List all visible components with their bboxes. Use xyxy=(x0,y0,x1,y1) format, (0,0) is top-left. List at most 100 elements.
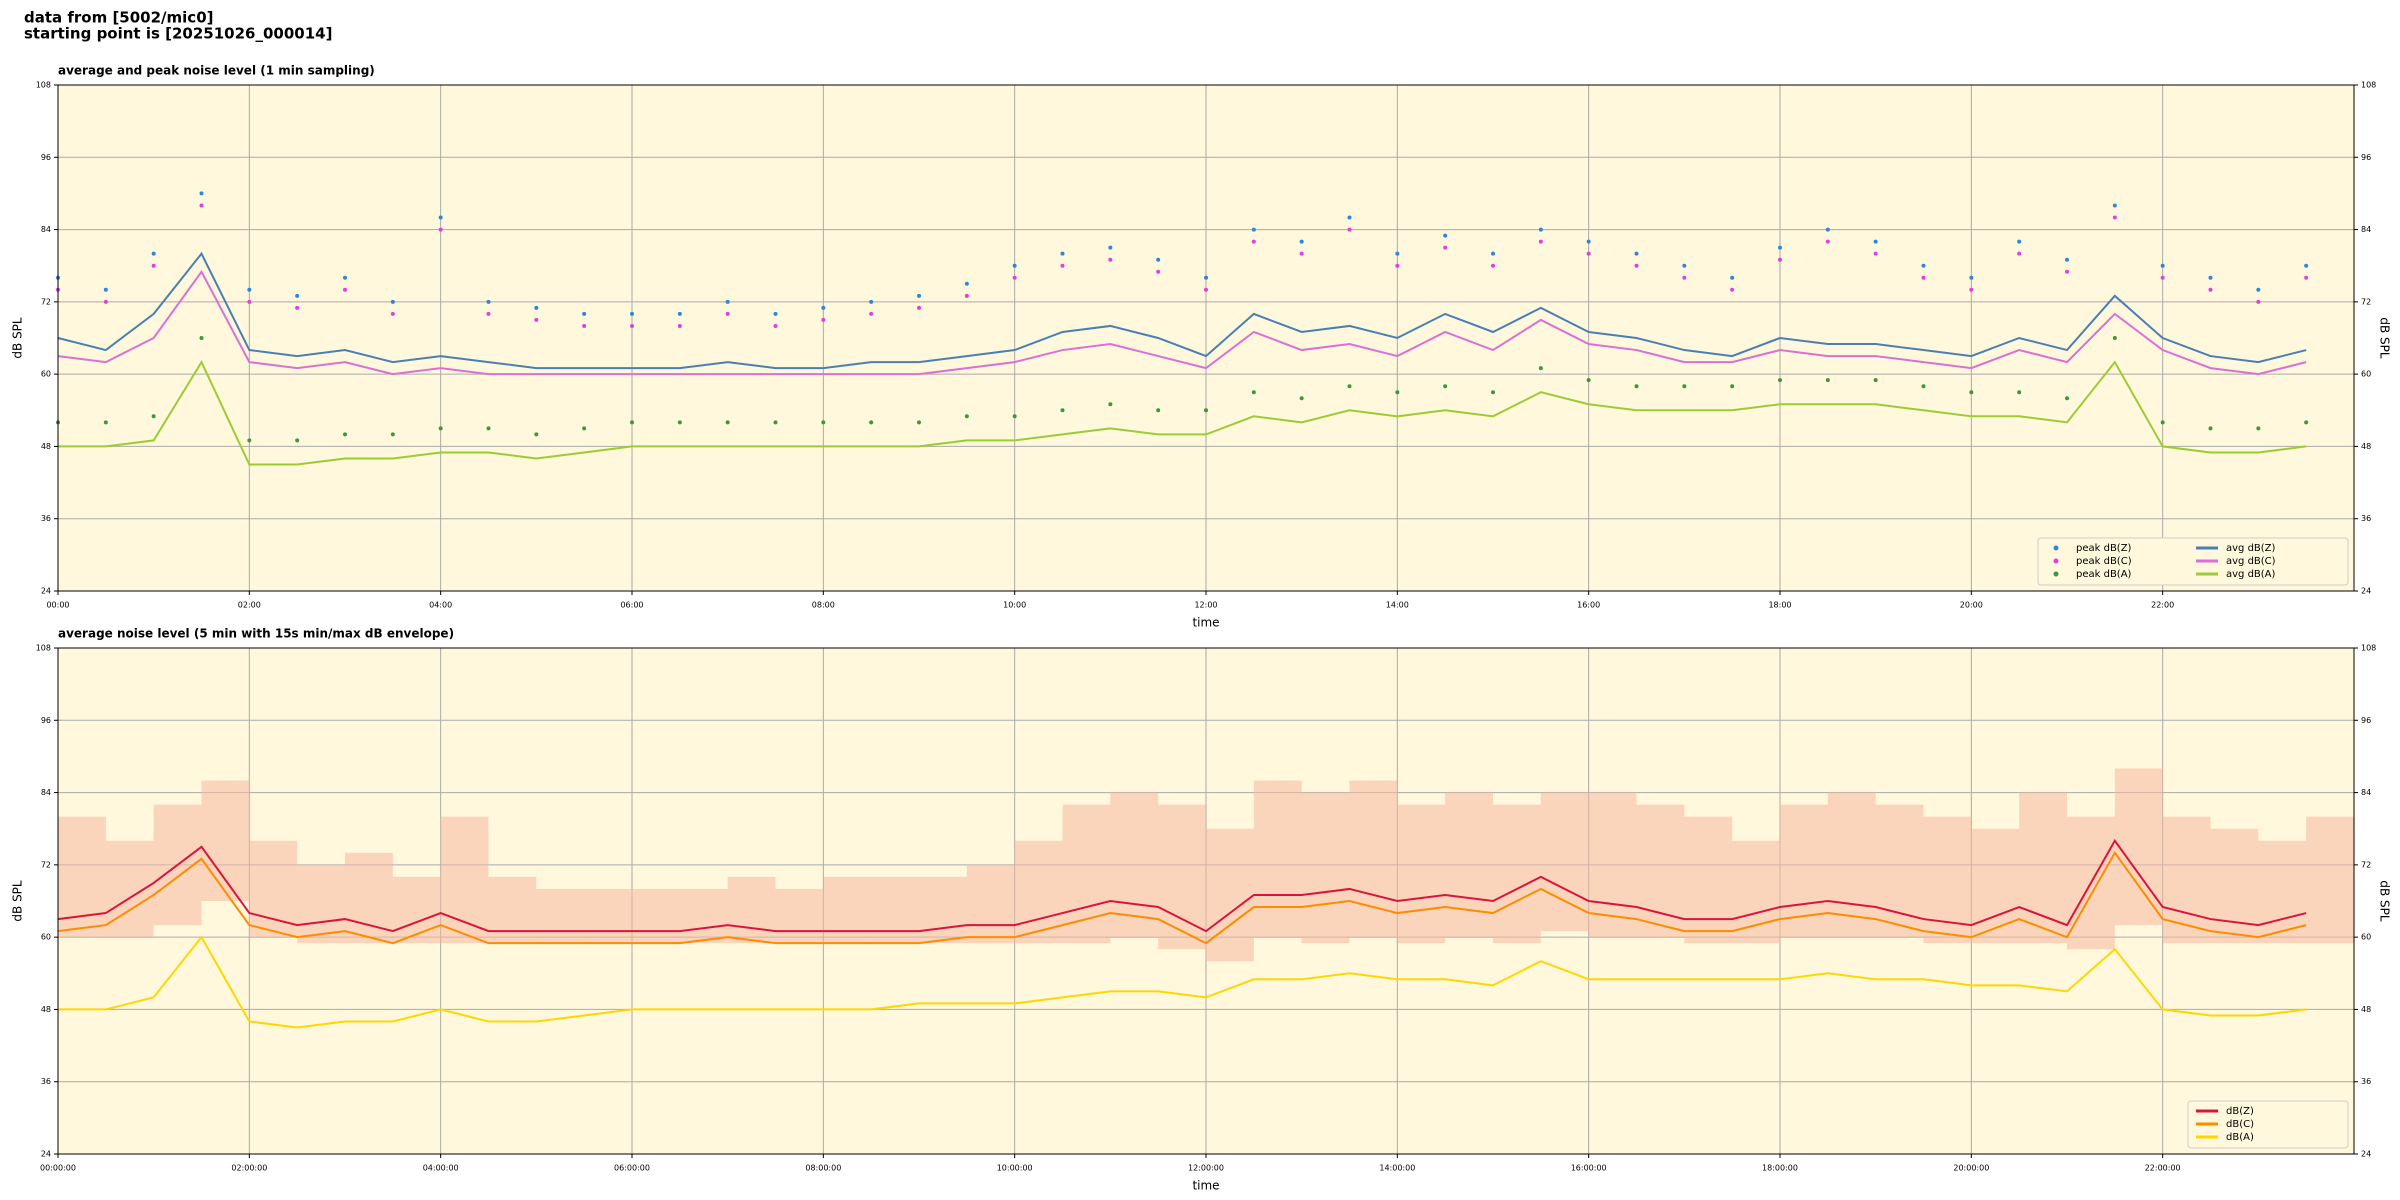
envelope-bar xyxy=(1684,816,1733,944)
peak-point xyxy=(1921,263,1926,268)
y-tick-label: 48 xyxy=(2361,442,2371,451)
peak-point xyxy=(2208,426,2213,431)
y-tick-label: 96 xyxy=(2361,153,2371,162)
peak-point xyxy=(964,281,969,286)
x-tick-label: 14:00 xyxy=(1386,601,1409,610)
x-tick-label: 12:00 xyxy=(1194,601,1217,610)
peak-point xyxy=(390,311,395,316)
peak-point xyxy=(1634,384,1639,389)
peak-point xyxy=(343,432,347,437)
peak-point xyxy=(1299,396,1304,401)
x-tick-label: 18:00:00 xyxy=(1762,1164,1798,1173)
peak-point xyxy=(1443,245,1448,250)
peak-point xyxy=(534,305,539,310)
peak-point xyxy=(151,251,156,256)
x-tick-label: 08:00:00 xyxy=(805,1164,841,1173)
series-line xyxy=(57,269,2307,376)
peak-point xyxy=(2112,215,2117,220)
peak-point xyxy=(630,420,634,425)
peak-point xyxy=(2017,390,2022,395)
header-line: starting point is [20251026_000014] xyxy=(24,25,332,43)
series-line xyxy=(57,251,2307,370)
envelope-bar xyxy=(249,840,298,938)
envelope-bar xyxy=(1206,828,1254,962)
y-tick-label: 108 xyxy=(36,644,51,653)
y-tick-label: 48 xyxy=(41,1005,51,1014)
legend-marker xyxy=(2053,545,2059,551)
envelope-bar xyxy=(1445,792,1493,938)
peak-point xyxy=(534,432,539,437)
y-tick-label: 36 xyxy=(41,514,51,523)
envelope-bar xyxy=(1158,804,1206,950)
peak-point xyxy=(343,287,347,292)
envelope-bar xyxy=(919,876,967,944)
peak-point xyxy=(438,215,443,220)
envelope-bar xyxy=(966,864,1015,944)
y-tick-label: 24 xyxy=(41,1150,51,1159)
peak-point xyxy=(1156,269,1161,274)
peak-point xyxy=(1395,251,1400,256)
chart-title: average noise level (5 min with 15s min/… xyxy=(58,627,454,641)
envelope-bar xyxy=(392,876,441,944)
peak-point xyxy=(917,305,921,310)
peak-point xyxy=(1108,257,1113,262)
x-tick-label: 04:00:00 xyxy=(423,1164,459,1173)
peak-point xyxy=(486,426,491,431)
x-tick-label: 02:00:00 xyxy=(231,1164,267,1173)
envelope-bar xyxy=(297,864,345,944)
peak-point xyxy=(343,275,347,280)
peak-point xyxy=(199,191,204,196)
legend-label: dB(A) xyxy=(2226,1132,2254,1143)
x-axis-label: time xyxy=(1192,616,1219,630)
peak-point xyxy=(1012,275,1017,280)
peak-point xyxy=(1204,275,1208,280)
peak-point xyxy=(2256,426,2261,431)
peak-point xyxy=(2304,263,2309,268)
x-tick-label: 10:00 xyxy=(1003,601,1026,610)
series-line xyxy=(58,935,2307,1029)
peak-point xyxy=(1060,263,1065,268)
peak-point xyxy=(1778,245,1782,250)
peak-point xyxy=(677,311,682,316)
peak-point xyxy=(582,311,587,316)
y-tick-label: 24 xyxy=(41,587,51,596)
peak-point xyxy=(438,426,443,431)
envelope-bar xyxy=(2210,828,2259,944)
y-tick-label: 36 xyxy=(2361,1077,2371,1086)
peak-point xyxy=(1347,215,1352,220)
peak-point xyxy=(1778,257,1782,262)
envelope-bar xyxy=(1971,828,2020,944)
peak-point xyxy=(1299,239,1304,244)
y-tick-label: 72 xyxy=(41,860,51,869)
envelope-bar xyxy=(2019,792,2067,944)
peak-point xyxy=(1969,275,1974,280)
envelope-bar xyxy=(727,876,776,944)
y-tick-label: 72 xyxy=(2361,297,2371,306)
peak-point xyxy=(869,299,874,304)
legend-label: peak dB(Z) xyxy=(2076,543,2132,554)
peak-point xyxy=(1443,233,1448,238)
peak-point xyxy=(869,311,874,316)
peak-point xyxy=(2065,269,2069,274)
y-tick-label: 48 xyxy=(41,442,51,451)
envelope-bar xyxy=(440,816,489,944)
peak-point xyxy=(1060,251,1065,256)
peak-point xyxy=(247,438,252,443)
peak-point xyxy=(247,299,252,304)
peak-point xyxy=(1347,384,1352,389)
peak-point xyxy=(1586,239,1591,244)
x-tick-label: 02:00 xyxy=(238,601,261,610)
y-tick-label: 108 xyxy=(2361,644,2376,653)
y-tick-label: 60 xyxy=(2361,370,2371,379)
y-axis-label: dB SPL xyxy=(11,317,25,359)
y-axis-label: dB SPL xyxy=(2378,880,2392,922)
peak-point xyxy=(1012,414,1017,419)
y-tick-label: 72 xyxy=(41,297,51,306)
peak-point xyxy=(486,311,491,316)
peak-point xyxy=(582,323,587,328)
peak-point xyxy=(2112,336,2117,340)
y-tick-label: 96 xyxy=(41,153,51,162)
peak-point xyxy=(1491,251,1495,256)
peak-point xyxy=(1825,378,1830,383)
y-tick-label: 24 xyxy=(2361,587,2371,596)
